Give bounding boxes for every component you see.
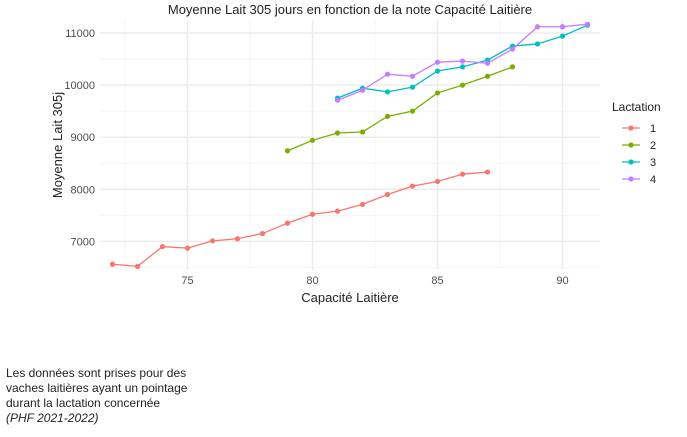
data-point-3 bbox=[534, 41, 541, 47]
data-point-4 bbox=[384, 71, 391, 77]
legend-label: 1 bbox=[650, 123, 656, 135]
data-point-1 bbox=[434, 178, 441, 185]
data-point-3 bbox=[409, 84, 416, 90]
legend-marker-2 bbox=[628, 142, 634, 148]
data-point-1 bbox=[384, 191, 391, 198]
legend-title: Lactation bbox=[612, 100, 661, 114]
data-point-2 bbox=[359, 129, 366, 135]
y-tick-label: 8000 bbox=[71, 184, 95, 196]
data-point-4 bbox=[334, 97, 341, 103]
data-point-1 bbox=[134, 263, 141, 269]
data-point-2 bbox=[484, 73, 491, 79]
data-point-4 bbox=[534, 24, 541, 30]
x-tick-label: 90 bbox=[556, 275, 568, 287]
line-chart: 75 80 85 90 7000 8000 9000 10000 11000 Moyenne La… bbox=[50, 2, 661, 305]
data-point-2 bbox=[509, 64, 516, 70]
data-point-4 bbox=[459, 58, 466, 64]
legend-marker-4 bbox=[628, 176, 634, 182]
data-point-1 bbox=[159, 243, 166, 250]
legend-label: 3 bbox=[650, 157, 656, 169]
x-tick-label: 80 bbox=[306, 275, 318, 287]
legend-label: 4 bbox=[650, 174, 656, 186]
data-point-1 bbox=[309, 211, 316, 217]
data-point-2 bbox=[434, 90, 441, 96]
data-point-1 bbox=[409, 183, 416, 189]
data-point-4 bbox=[434, 59, 441, 65]
data-point-3 bbox=[434, 68, 441, 74]
data-point-1 bbox=[259, 230, 266, 237]
note-source: (PHF 2021-2022) bbox=[6, 411, 99, 425]
x-tick-label: 85 bbox=[431, 275, 443, 287]
data-point-2 bbox=[309, 137, 316, 143]
data-point-3 bbox=[459, 64, 466, 70]
data-point-1 bbox=[209, 238, 216, 244]
data-point-4 bbox=[509, 46, 516, 52]
note-line: vaches laitières ayant un pointage bbox=[6, 381, 188, 395]
data-point-1 bbox=[284, 220, 291, 226]
data-point-2 bbox=[409, 108, 416, 114]
legend-label: 2 bbox=[650, 140, 656, 152]
y-axis-label: Moyenne Lait 305j bbox=[50, 92, 65, 198]
data-point-1 bbox=[184, 245, 191, 251]
x-axis-label: Capacité Laitière bbox=[301, 290, 399, 305]
data-point-1 bbox=[359, 201, 366, 207]
legend-marker-3 bbox=[628, 159, 634, 165]
data-point-4 bbox=[584, 21, 591, 27]
y-tick-label: 10000 bbox=[64, 80, 95, 92]
y-tick-label: 11000 bbox=[65, 28, 95, 40]
data-point-4 bbox=[409, 73, 416, 79]
data-point-1 bbox=[334, 208, 341, 214]
data-point-1 bbox=[484, 169, 491, 175]
y-tick-label: 9000 bbox=[71, 132, 95, 144]
data-point-2 bbox=[384, 113, 391, 119]
data-point-4 bbox=[559, 24, 566, 30]
note-line: durant la lactation concernée bbox=[6, 396, 161, 410]
footnote: Les données sont prises pour des vaches … bbox=[6, 366, 187, 426]
note-line: Les données sont prises pour des bbox=[6, 366, 187, 380]
data-point-1 bbox=[109, 261, 116, 267]
data-point-4 bbox=[359, 87, 366, 93]
data-point-4 bbox=[484, 60, 491, 66]
data-point-2 bbox=[459, 82, 466, 88]
series-line-1 bbox=[112, 171, 488, 268]
data-point-3 bbox=[384, 89, 391, 95]
legend-marker-1 bbox=[628, 125, 634, 131]
data-point-3 bbox=[559, 33, 566, 39]
y-tick-label: 7000 bbox=[71, 236, 95, 248]
data-point-1 bbox=[459, 171, 466, 177]
chart-title: Moyenne Lait 305 jours en fonction de la… bbox=[168, 2, 532, 17]
data-point-2 bbox=[284, 148, 291, 154]
data-point-2 bbox=[334, 130, 341, 136]
x-tick-label: 75 bbox=[181, 275, 193, 287]
series-line-2 bbox=[287, 66, 513, 152]
data-point-1 bbox=[234, 236, 241, 242]
